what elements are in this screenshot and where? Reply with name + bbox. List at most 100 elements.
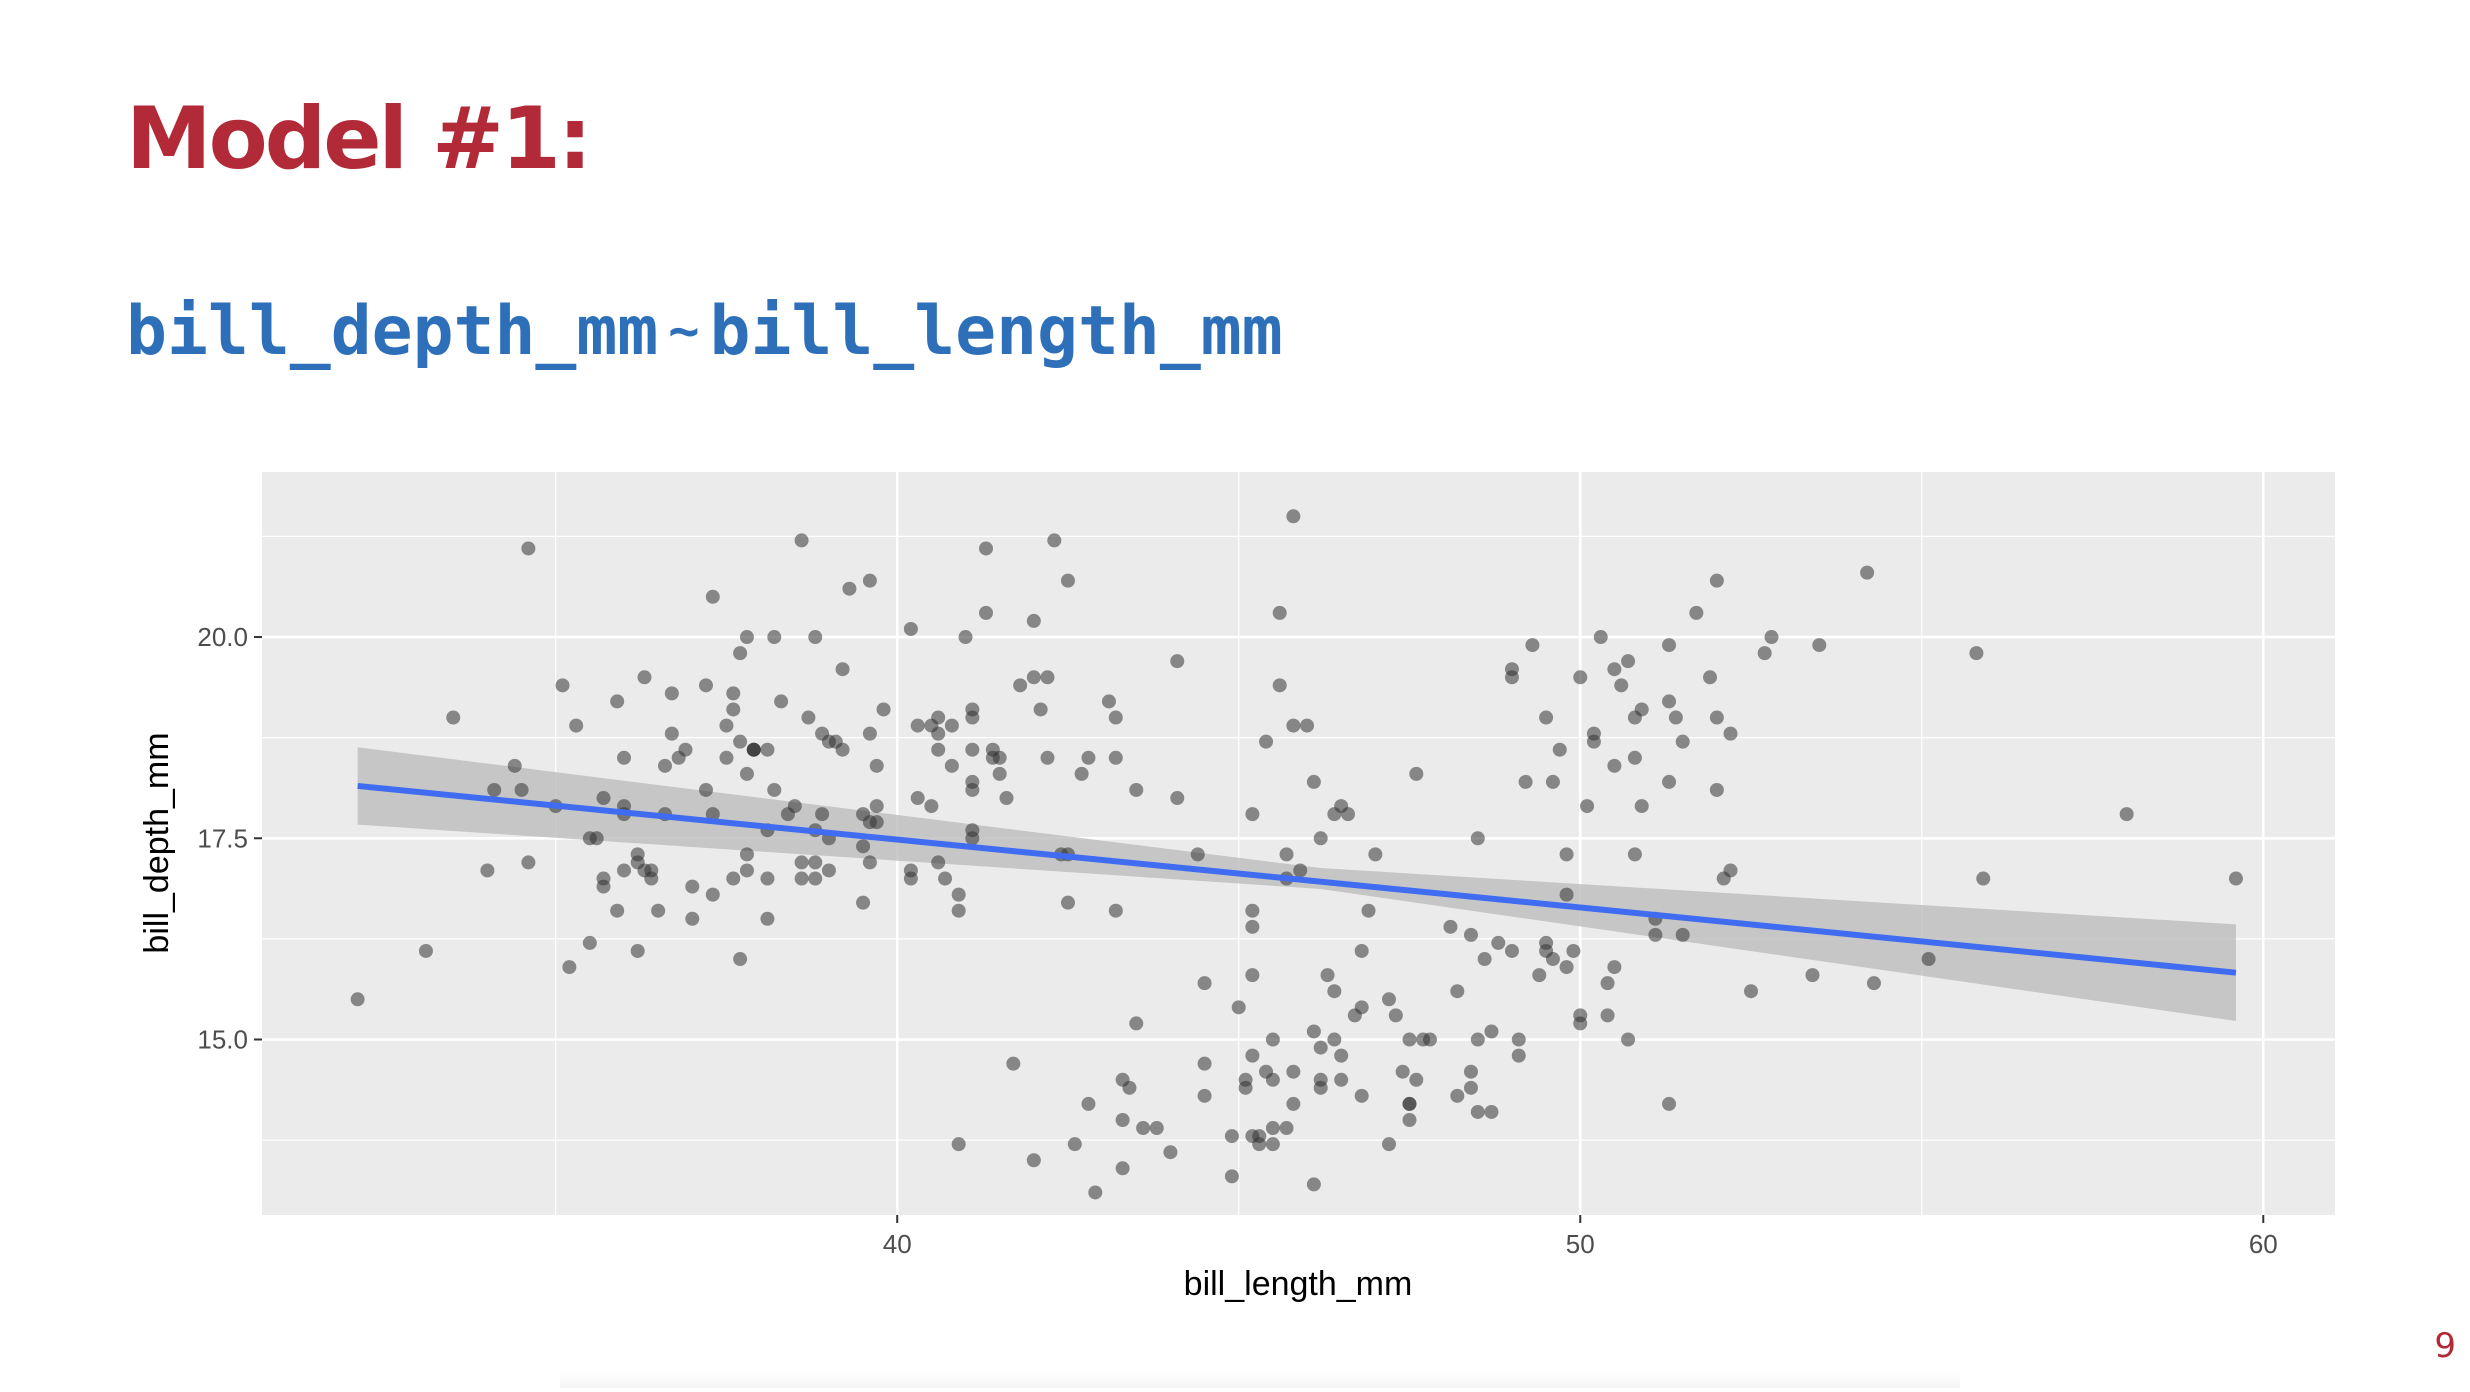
- data-point: [1279, 1121, 1294, 1136]
- formula-predictor: bill_length_mm: [709, 292, 1283, 371]
- y-tick-label: 15.0: [197, 1025, 248, 1055]
- data-point: [958, 630, 973, 645]
- data-points: [350, 509, 2243, 1200]
- x-tick-label: 40: [883, 1229, 912, 1259]
- data-point: [569, 718, 584, 733]
- data-point: [1149, 1121, 1164, 1136]
- data-point: [1723, 726, 1738, 741]
- data-point: [944, 758, 959, 773]
- data-point: [733, 646, 748, 661]
- data-point: [1231, 1000, 1246, 1015]
- data-point: [931, 710, 946, 725]
- data-point: [1272, 678, 1287, 693]
- data-point: [1539, 935, 1554, 950]
- data-point: [657, 758, 672, 773]
- data-point: [1265, 1032, 1280, 1047]
- data-point: [931, 726, 946, 741]
- data-point: [862, 855, 877, 870]
- data-point: [1382, 1137, 1397, 1152]
- data-point: [992, 766, 1007, 781]
- data-point: [1969, 646, 1984, 661]
- data-point: [1259, 734, 1274, 749]
- data-point: [705, 807, 720, 822]
- data-point: [1313, 1040, 1328, 1055]
- data-point: [1238, 1080, 1253, 1095]
- data-point: [1279, 847, 1294, 862]
- data-point: [487, 782, 502, 797]
- data-point: [1108, 903, 1123, 918]
- data-point: [589, 831, 604, 846]
- data-point: [1566, 943, 1581, 958]
- data-point: [1252, 1129, 1267, 1144]
- data-point: [1327, 984, 1342, 999]
- data-point: [555, 678, 570, 693]
- data-point: [480, 863, 495, 878]
- data-point: [1026, 1153, 1041, 1168]
- data-point: [965, 774, 980, 789]
- data-point: [1245, 807, 1260, 822]
- data-point: [1245, 1048, 1260, 1063]
- data-point: [1368, 847, 1383, 862]
- data-point: [1463, 927, 1478, 942]
- data-point: [521, 855, 536, 870]
- data-point: [1129, 782, 1144, 797]
- data-point: [1484, 1024, 1499, 1039]
- data-point: [630, 943, 645, 958]
- y-axis-ticks: 15.0 17.5 20.0: [197, 622, 262, 1055]
- data-point: [1614, 678, 1629, 693]
- data-point: [1115, 1072, 1130, 1087]
- data-point: [1081, 750, 1096, 765]
- data-point: [1586, 734, 1601, 749]
- data-point: [726, 702, 741, 717]
- data-point: [1409, 766, 1424, 781]
- data-point: [1129, 1016, 1144, 1031]
- data-point: [1409, 1072, 1424, 1087]
- data-point: [1354, 943, 1369, 958]
- data-point: [2228, 871, 2243, 886]
- data-point: [739, 847, 754, 862]
- data-point: [726, 686, 741, 701]
- data-point: [1976, 871, 1991, 886]
- data-point: [1197, 976, 1212, 991]
- data-point: [1634, 702, 1649, 717]
- data-point: [965, 702, 980, 717]
- data-point: [1245, 919, 1260, 934]
- data-point: [979, 605, 994, 620]
- x-tick-label: 50: [1566, 1229, 1595, 1259]
- data-point: [1757, 646, 1772, 661]
- data-point: [1047, 533, 1062, 548]
- data-point: [719, 750, 734, 765]
- data-point: [869, 799, 884, 814]
- data-point: [1265, 1137, 1280, 1152]
- data-point: [1450, 1088, 1465, 1103]
- data-point: [1033, 702, 1048, 717]
- data-point: [903, 863, 918, 878]
- data-point: [1511, 1032, 1526, 1047]
- data-point: [1006, 1056, 1021, 1071]
- data-point: [1306, 774, 1321, 789]
- page-number: 9: [2434, 1326, 2456, 1366]
- data-point: [938, 871, 953, 886]
- data-point: [862, 573, 877, 588]
- data-point: [1136, 1121, 1151, 1136]
- data-point: [739, 863, 754, 878]
- data-point: [1286, 1096, 1301, 1111]
- data-point: [774, 694, 789, 709]
- data-point: [780, 807, 795, 822]
- data-point: [1313, 831, 1328, 846]
- data-point: [1013, 678, 1028, 693]
- data-point: [1361, 903, 1376, 918]
- data-point: [835, 662, 850, 677]
- data-point: [1600, 976, 1615, 991]
- data-point: [1662, 694, 1677, 709]
- data-point: [1060, 895, 1075, 910]
- data-point: [910, 791, 925, 806]
- data-point: [1723, 863, 1738, 878]
- data-point: [1539, 710, 1554, 725]
- data-point: [1388, 1008, 1403, 1023]
- data-point: [760, 742, 775, 757]
- data-point: [856, 839, 871, 854]
- data-point: [1395, 1064, 1410, 1079]
